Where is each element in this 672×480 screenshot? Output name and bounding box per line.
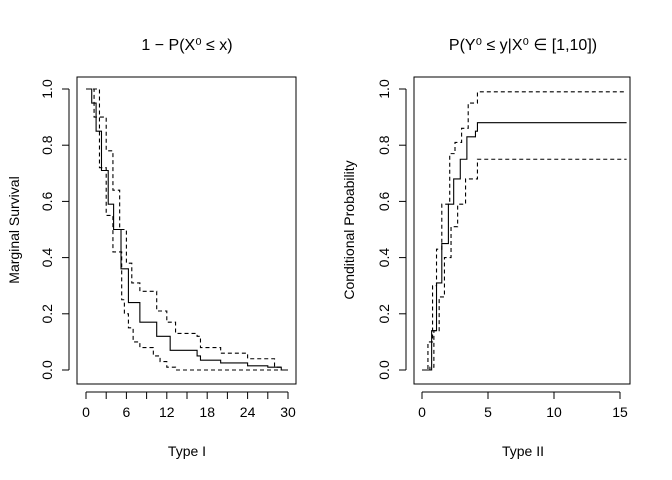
- lower-confidence-band: [422, 158, 627, 371]
- x-tick-label: 6: [123, 404, 131, 420]
- x-tick-label: 15: [612, 404, 628, 420]
- estimate-line: [422, 122, 627, 371]
- x-tick-label: 0: [418, 404, 426, 420]
- y-tick-label: 1.0: [376, 79, 392, 99]
- x-tick-label: 12: [159, 404, 175, 420]
- right-panel-title: P(Y⁰ ≤ y|X⁰ ∈ [1,10]): [449, 37, 597, 54]
- y-tick-label: 0.0: [39, 360, 55, 380]
- y-tick-label: 0.8: [376, 135, 392, 155]
- upper-confidence-band: [86, 88, 288, 371]
- y-tick-label: 0.4: [39, 248, 55, 268]
- left-panel-marginal-survival: 1 − P(X⁰ ≤ x) Type I Marginal Survival 0…: [6, 37, 297, 459]
- x-tick-label: 30: [280, 404, 296, 420]
- y-tick-label: 0.2: [376, 304, 392, 324]
- y-tick-label: 0.4: [376, 248, 392, 268]
- right-panel-conditional-probability: P(Y⁰ ≤ y|X⁰ ∈ [1,10]) Type II Conditiona…: [341, 37, 631, 459]
- y-tick-label: 0.0: [376, 360, 392, 380]
- right-y-axis-label: Conditional Probability: [341, 160, 357, 299]
- lower-confidence-band: [86, 88, 288, 371]
- y-tick-label: 0.8: [39, 135, 55, 155]
- x-tick-label: 0: [82, 404, 90, 420]
- x-tick-label: 18: [199, 404, 215, 420]
- right-x-axis-label: Type II: [502, 443, 544, 459]
- plot-frame: [76, 76, 297, 385]
- y-tick-label: 0.2: [39, 304, 55, 324]
- left-panel-title: 1 − P(X⁰ ≤ x): [141, 37, 232, 54]
- left-x-axis-label: Type I: [168, 443, 206, 459]
- y-tick-label: 1.0: [39, 79, 55, 99]
- estimate-line: [86, 88, 288, 371]
- left-y-axis-label: Marginal Survival: [6, 176, 22, 283]
- x-tick-label: 10: [546, 404, 562, 420]
- y-tick-label: 0.6: [39, 191, 55, 211]
- upper-confidence-band: [422, 91, 627, 371]
- x-tick-label: 24: [240, 404, 256, 420]
- plot-frame: [413, 76, 631, 385]
- x-tick-label: 5: [484, 404, 492, 420]
- y-tick-label: 0.6: [376, 191, 392, 211]
